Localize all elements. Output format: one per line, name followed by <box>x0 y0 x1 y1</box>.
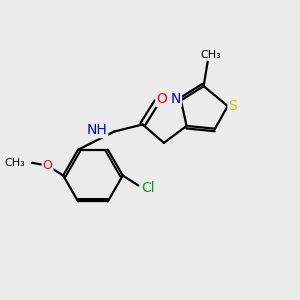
Text: Cl: Cl <box>141 181 155 195</box>
Text: NH: NH <box>86 123 107 137</box>
Text: S: S <box>229 99 237 113</box>
Text: O: O <box>43 159 52 172</box>
Text: CH₃: CH₃ <box>4 158 25 168</box>
Text: N: N <box>171 92 181 106</box>
Text: O: O <box>157 92 167 106</box>
Text: CH₃: CH₃ <box>200 50 221 60</box>
